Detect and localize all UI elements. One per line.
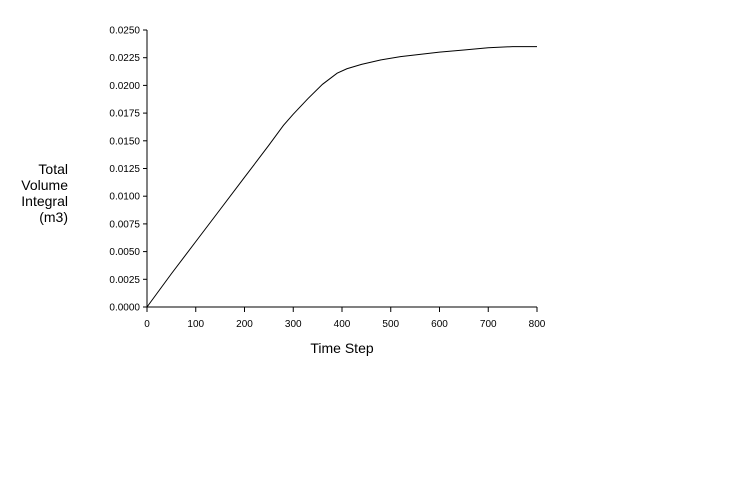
x-tick-label: 600 [431,319,448,330]
y-tick-label: 0.0100 [109,192,140,203]
x-tick-label: 100 [187,319,204,330]
y-tick-label: 0.0025 [109,275,140,286]
x-tick-label: 300 [285,319,302,330]
x-tick-label: 200 [236,319,253,330]
x-tick-label: 700 [480,319,497,330]
y-tick-label: 0.0225 [109,53,140,64]
series-line-volume-integral [146,46,537,308]
x-axis-ticks: 0 100 200 300 400 500 600 700 800 [144,307,546,330]
x-tick-label: 500 [382,319,399,330]
y-axis-title-line: Total [38,161,68,177]
x-tick-label: 800 [529,319,546,330]
y-axis-title-line: Volume [21,177,68,193]
y-tick-label: 0.0175 [109,109,140,120]
y-tick-label: 0.0125 [109,164,140,175]
y-tick-label: 0.0250 [109,26,140,37]
y-axis-title-line: Integral [21,193,68,209]
x-tick-label: 0 [144,319,150,330]
y-tick-label: 0.0050 [109,247,140,258]
y-tick-label: 0.0200 [109,81,140,92]
y-axis-title-line: (m3) [39,209,68,225]
y-axis-ticks: 0.0000 0.0025 0.0050 0.0075 0.0100 0.0125 0.01… [109,26,147,314]
x-axis-title: Time Step [310,340,373,356]
y-tick-label: 0.0000 [109,303,140,314]
y-tick-label: 0.0150 [109,136,140,147]
x-tick-label: 400 [334,319,351,330]
y-tick-label: 0.0075 [109,219,140,230]
